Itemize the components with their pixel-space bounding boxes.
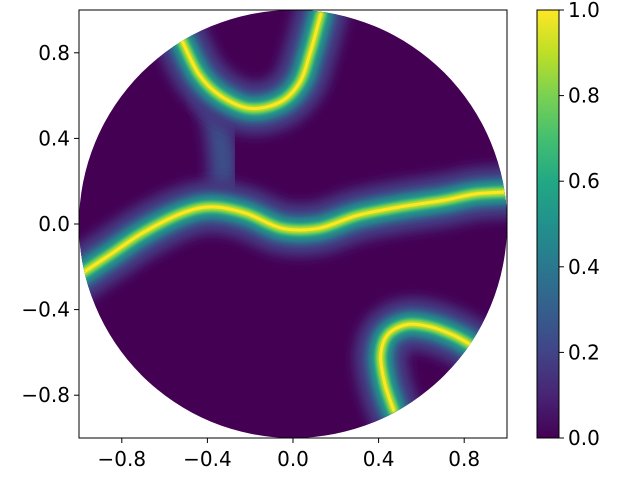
- colorbar: 0.0 0.2 0.4 0.6 0.8 1.0: [536, 0, 600, 450]
- plot-area: [78, 9, 508, 439]
- colorbar-tick-label: 0.4: [568, 255, 600, 279]
- band-stroke: [180, 12, 323, 111]
- colorbar-tick-label: 0.0: [568, 426, 600, 450]
- colorbar-tick-label: 0.6: [568, 169, 600, 193]
- x-tick-label: −0.4: [183, 447, 232, 471]
- x-tick-label: −0.8: [98, 447, 147, 471]
- y-axis: −0.8 −0.4 0.0 0.4 0.8: [21, 41, 79, 407]
- colorbar-gradient: [536, 9, 560, 439]
- band-stroke: [379, 322, 475, 412]
- band-upper-arc: [154, 10, 348, 136]
- x-tick-label: 0.0: [277, 447, 309, 471]
- band-lower-right-arc: [353, 297, 500, 438]
- colorbar-ticks: 0.0 0.2 0.4 0.6 0.8 1.0: [559, 0, 600, 450]
- colorbar-tick-label: 1.0: [568, 0, 600, 22]
- x-axis: −0.8 −0.4 0.0 0.4 0.8: [98, 438, 480, 471]
- band-middle-band: [79, 164, 507, 303]
- colorbar-tick-label: 0.2: [568, 340, 600, 364]
- y-tick-label: −0.8: [21, 383, 70, 407]
- y-tick-label: 0.4: [38, 126, 70, 150]
- y-tick-label: 0.0: [38, 212, 70, 236]
- x-tick-label: 0.4: [363, 447, 395, 471]
- x-tick-label: 0.8: [448, 447, 480, 471]
- colorbar-tick-label: 0.8: [568, 84, 600, 108]
- intensity-bands: [79, 10, 507, 438]
- y-tick-label: −0.4: [21, 298, 70, 322]
- y-tick-label: 0.8: [38, 41, 70, 65]
- band-stroke: [79, 190, 507, 277]
